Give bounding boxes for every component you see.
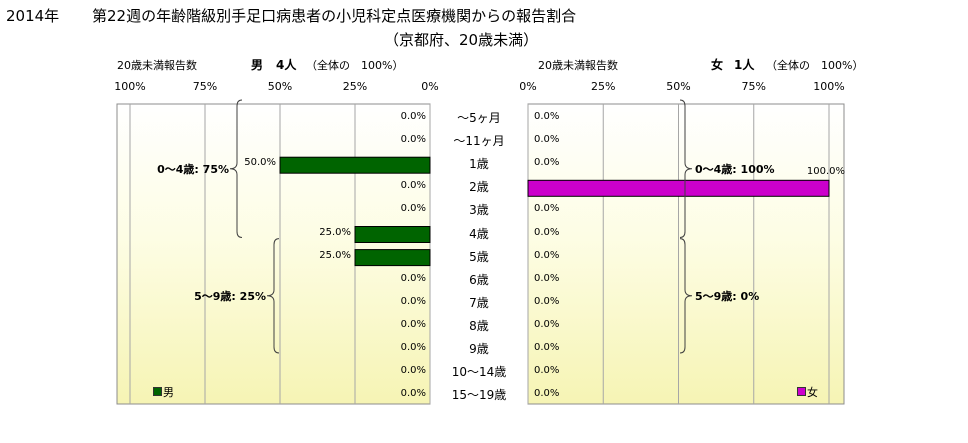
x-tick-label: 25%	[591, 80, 616, 93]
x-tick-label: 0%	[421, 80, 439, 93]
category-label: 2歳	[469, 180, 489, 195]
legend-label: 男	[163, 386, 174, 399]
data-label: 25.0%	[319, 249, 351, 261]
group-brace	[679, 99, 693, 238]
data-label: 0.0%	[534, 157, 560, 169]
group-label: 5～9歳: 0%	[695, 289, 760, 303]
legend-swatch	[797, 387, 806, 396]
category-label: 5歳	[469, 249, 489, 264]
category-label: 3歳	[469, 203, 489, 218]
category-label: 10～14歳	[451, 365, 507, 380]
bar-male	[279, 156, 431, 174]
category-label: 9歳	[469, 342, 489, 356]
data-label: 0.0%	[534, 318, 560, 330]
data-label: 0.0%	[400, 203, 426, 215]
female-header-label: 20歳未満報告数	[538, 59, 618, 72]
male-header-label: 20歳未満報告数	[117, 59, 197, 72]
chart-title: 第22週の年齢階級別手足口病患者の小児科定点医療機関からの報告割合	[92, 7, 577, 25]
x-tick-label: 75%	[192, 80, 218, 93]
female-header-count: 1人	[734, 58, 755, 72]
data-label: 0.0%	[534, 226, 560, 238]
group-label: 5～9歳: 25%	[194, 289, 266, 303]
male-header-name: 男	[251, 58, 264, 72]
data-label: 0.0%	[534, 134, 560, 146]
data-label: 0.0%	[534, 203, 560, 215]
x-tick-label: 100%	[114, 80, 146, 93]
data-label: 25.0%	[319, 226, 351, 238]
group-brace	[266, 238, 280, 354]
category-label: ～5ヶ月	[457, 111, 501, 125]
female-header-name: 女	[711, 58, 724, 72]
data-label: 0.0%	[400, 111, 426, 122]
data-label: 0.0%	[534, 249, 560, 261]
data-label: 0.0%	[400, 365, 426, 377]
group-brace	[679, 238, 693, 354]
male-header-count: 4人	[276, 58, 297, 72]
data-label: 0.0%	[534, 295, 560, 307]
category-label: 1歳	[469, 157, 489, 172]
data-label: 100.0%	[806, 166, 845, 178]
x-tick-label: 50%	[267, 80, 293, 93]
male-header-note: （全体の 100%）	[306, 59, 404, 72]
chart-subtitle: （京都府、20歳未満）	[384, 31, 539, 49]
female-header-note: （全体の 100%）	[766, 59, 864, 72]
data-label: 0.0%	[400, 134, 426, 146]
category-label: 15～19歳	[451, 388, 507, 403]
x-tick-label: 0%	[519, 80, 537, 93]
plot-area-female	[527, 103, 845, 405]
data-label: 0.0%	[400, 388, 426, 400]
data-label: 0.0%	[400, 272, 426, 284]
data-label: 0.0%	[534, 342, 560, 353]
data-label: 0.0%	[400, 295, 426, 307]
category-label: ～11ヶ月	[453, 134, 505, 149]
category-label: 6歳	[469, 272, 489, 287]
x-tick-label: 100%	[813, 80, 845, 93]
group-label: 0～4歳: 75%	[157, 162, 229, 176]
data-label: 0.0%	[400, 342, 426, 353]
category-label: 8歳	[469, 318, 489, 333]
legend-label: 女	[807, 386, 818, 399]
bar-male	[354, 226, 431, 243]
data-label: 50.0%	[244, 157, 276, 169]
group-brace	[229, 99, 243, 238]
data-label: 0.0%	[534, 111, 560, 122]
category-label: 4歳	[469, 226, 489, 241]
chart-year: 2014年	[6, 7, 60, 25]
data-label: 0.0%	[534, 365, 560, 377]
x-tick-label: 25%	[342, 80, 368, 93]
data-label: 0.0%	[534, 388, 560, 400]
legend-swatch	[153, 387, 162, 396]
bar-male	[354, 249, 431, 267]
data-label: 0.0%	[534, 272, 560, 284]
data-label: 0.0%	[400, 318, 426, 330]
x-tick-label: 50%	[666, 80, 691, 93]
bar-female	[527, 179, 830, 197]
group-label: 0～4歳: 100%	[695, 162, 775, 176]
data-label: 0.0%	[400, 180, 426, 192]
category-label: 7歳	[469, 295, 489, 310]
x-tick-label: 75%	[741, 80, 766, 93]
